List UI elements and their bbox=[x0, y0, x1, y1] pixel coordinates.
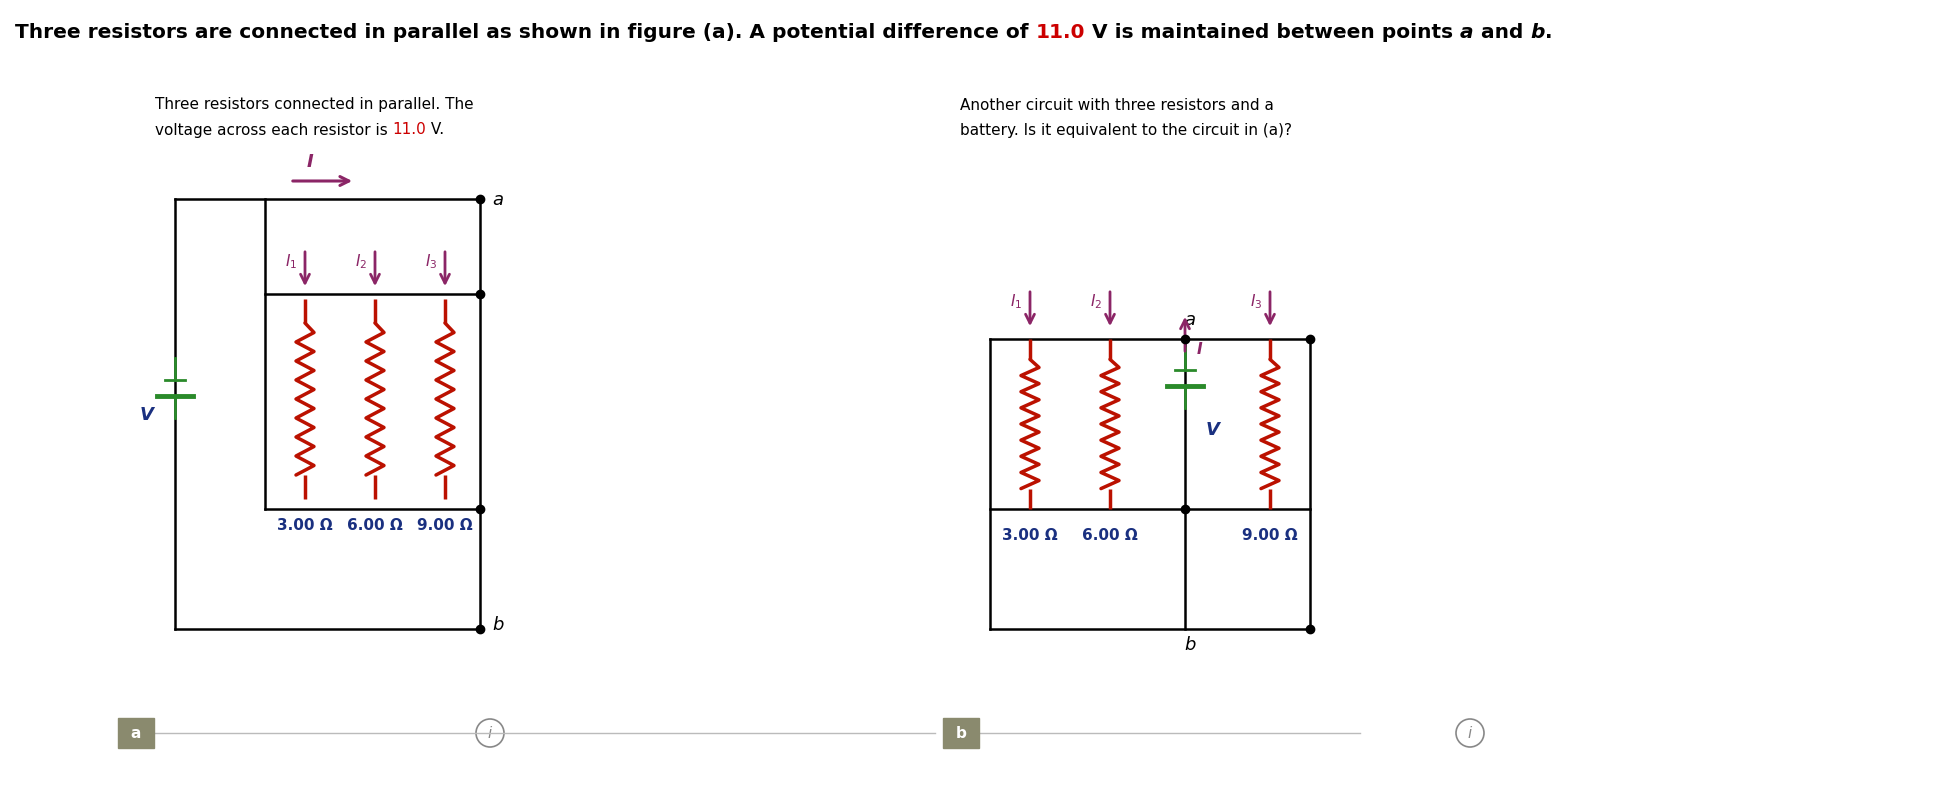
Text: 3.00 Ω: 3.00 Ω bbox=[276, 517, 333, 532]
Text: a: a bbox=[492, 191, 504, 209]
Text: I: I bbox=[306, 153, 314, 171]
Text: $I_2$: $I_2$ bbox=[355, 252, 367, 271]
Text: $I_3$: $I_3$ bbox=[1250, 292, 1262, 311]
Text: Three resistors are connected in parallel as shown in figure (a). A potential di: Three resistors are connected in paralle… bbox=[16, 22, 1035, 42]
Text: Three resistors connected in parallel. The: Three resistors connected in parallel. T… bbox=[155, 97, 474, 112]
Text: $I_2$: $I_2$ bbox=[1090, 292, 1102, 311]
Text: Another circuit with three resistors and a: Another circuit with three resistors and… bbox=[960, 97, 1274, 112]
Text: a: a bbox=[1184, 311, 1196, 328]
Text: 6.00 Ω: 6.00 Ω bbox=[347, 517, 404, 532]
Text: 11.0: 11.0 bbox=[1035, 22, 1086, 42]
Text: 9.00 Ω: 9.00 Ω bbox=[1243, 527, 1298, 542]
Text: V is maintained between points: V is maintained between points bbox=[1086, 22, 1460, 42]
FancyBboxPatch shape bbox=[943, 718, 978, 748]
Text: a: a bbox=[131, 726, 141, 740]
FancyBboxPatch shape bbox=[118, 718, 155, 748]
Text: 11.0: 11.0 bbox=[392, 122, 427, 137]
Text: battery. Is it equivalent to the circuit in (a)?: battery. Is it equivalent to the circuit… bbox=[960, 122, 1292, 137]
Text: b: b bbox=[1184, 635, 1196, 653]
Text: i: i bbox=[488, 726, 492, 740]
Text: V.: V. bbox=[427, 122, 445, 137]
Text: a: a bbox=[1460, 22, 1474, 42]
Text: V: V bbox=[1205, 421, 1219, 438]
Text: 9.00 Ω: 9.00 Ω bbox=[417, 517, 472, 532]
Text: .: . bbox=[1544, 22, 1552, 42]
Text: 6.00 Ω: 6.00 Ω bbox=[1082, 527, 1139, 542]
Text: 3.00 Ω: 3.00 Ω bbox=[1002, 527, 1058, 542]
Text: V: V bbox=[139, 406, 155, 423]
Text: i: i bbox=[1468, 726, 1472, 740]
Text: $I_1$: $I_1$ bbox=[1009, 292, 1021, 311]
Text: I: I bbox=[1196, 342, 1201, 357]
Text: voltage across each resistor is: voltage across each resistor is bbox=[155, 122, 392, 137]
Text: and: and bbox=[1474, 22, 1531, 42]
Text: b: b bbox=[956, 726, 966, 740]
Text: b: b bbox=[492, 615, 504, 634]
Text: b: b bbox=[1531, 22, 1544, 42]
Text: $I_1$: $I_1$ bbox=[284, 252, 298, 271]
Text: $I_3$: $I_3$ bbox=[425, 252, 437, 271]
